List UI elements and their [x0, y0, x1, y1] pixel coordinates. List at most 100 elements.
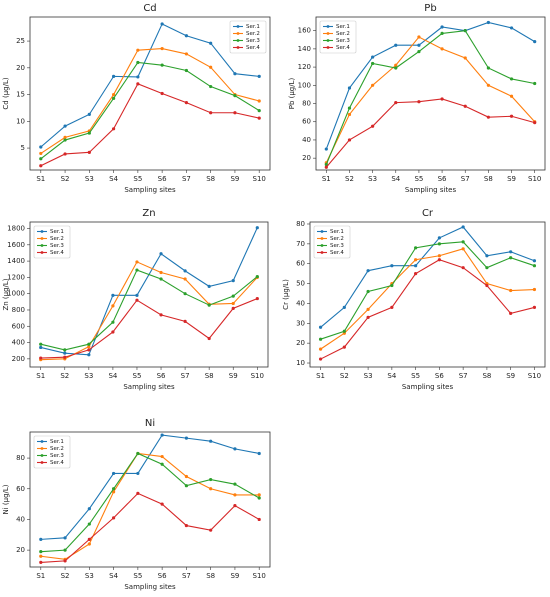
series-line	[40, 269, 258, 351]
legend-label: Ser.2	[330, 236, 344, 242]
point	[255, 274, 259, 279]
point	[532, 305, 537, 310]
y-axis-label: Zn (μg/L)	[2, 278, 10, 310]
legend-marker	[236, 46, 240, 49]
point	[417, 35, 421, 39]
legend-marker	[40, 251, 44, 254]
x-axis-label: Sampling sites	[124, 583, 176, 591]
point	[347, 112, 352, 117]
y-tick-label: 1800	[7, 225, 25, 233]
point	[347, 138, 352, 142]
x-tick-label: S7	[182, 175, 191, 183]
point	[160, 462, 164, 466]
point	[461, 266, 465, 270]
legend-marker	[320, 244, 324, 247]
point	[135, 293, 139, 297]
point	[347, 106, 352, 110]
x-tick-label: S4	[387, 372, 396, 380]
y-axis-label: Ni (μg/L)	[2, 484, 10, 514]
x-tick-label: S1	[316, 372, 325, 380]
x-tick-label: S2	[61, 175, 70, 183]
x-tick-label: S3	[364, 372, 373, 380]
y-tick-label: 10	[16, 117, 25, 125]
legend-label: Ser.4	[336, 45, 350, 51]
legend-label: Ser.2	[336, 31, 350, 37]
plot-frame	[309, 221, 546, 368]
x-tick-label: S4	[108, 372, 117, 380]
point	[394, 43, 398, 47]
series-line	[320, 259, 535, 360]
x-tick-label: S9	[507, 175, 516, 183]
point	[63, 152, 67, 156]
point	[509, 77, 514, 81]
point	[233, 94, 237, 98]
series-line	[40, 61, 260, 160]
point	[257, 99, 261, 103]
x-tick-label: S8	[206, 572, 215, 580]
point	[184, 100, 188, 105]
x-tick-label: S7	[459, 372, 468, 380]
point	[533, 39, 537, 44]
x-tick-label: S8	[205, 372, 214, 380]
x-tick-label: S4	[391, 175, 400, 183]
point	[87, 345, 91, 349]
series-line	[40, 83, 260, 167]
point	[209, 84, 213, 89]
point	[112, 516, 116, 520]
point	[233, 111, 237, 115]
point	[486, 115, 490, 119]
point	[63, 348, 67, 352]
point	[257, 517, 261, 522]
series-line	[40, 452, 260, 553]
x-tick-label: S7	[181, 372, 190, 380]
point	[532, 264, 537, 268]
point	[135, 268, 139, 272]
point	[87, 507, 91, 511]
point	[366, 289, 370, 294]
x-tick-label: S10	[528, 175, 541, 183]
x-tick-label: S7	[182, 572, 191, 580]
point	[257, 493, 261, 497]
x-tick-label: S4	[109, 572, 118, 580]
y-tick-label: 40	[302, 136, 311, 144]
point	[461, 240, 465, 244]
point	[87, 150, 91, 154]
point	[209, 439, 213, 443]
point	[209, 487, 213, 491]
y-axis-label: Cd (μg/L)	[2, 77, 10, 109]
x-tick-label: S1	[322, 175, 331, 183]
point	[394, 66, 398, 70]
point	[417, 43, 421, 47]
legend-label: Ser.4	[50, 250, 64, 256]
point	[394, 63, 398, 67]
x-tick-label: S5	[133, 372, 142, 380]
y-tick-label: 1200	[7, 273, 25, 281]
chart-panel: Ni Sampling sites Ni (μg/L) 20 40 60 80 S1 S2 S3 S…	[2, 418, 271, 591]
legend-label: Ser.3	[330, 243, 344, 249]
x-tick-label: S2	[60, 372, 69, 380]
chart-title: Cr	[422, 208, 434, 219]
point	[390, 283, 394, 288]
point	[87, 348, 91, 352]
point	[440, 47, 444, 51]
point	[371, 83, 375, 87]
point	[136, 75, 140, 79]
y-tick-label: 80	[302, 100, 311, 108]
point	[371, 61, 375, 66]
point	[39, 554, 43, 558]
legend-marker	[236, 25, 240, 28]
point	[87, 353, 91, 357]
point	[342, 345, 346, 349]
point	[437, 254, 441, 258]
point	[324, 165, 328, 169]
x-tick-label: S8	[482, 372, 491, 380]
y-tick-label: 800	[12, 306, 25, 314]
y-tick-label: 70	[296, 240, 305, 248]
legend-label: Ser.2	[50, 236, 64, 242]
point	[87, 537, 91, 541]
point	[437, 258, 441, 262]
legend-label: Ser.3	[336, 38, 350, 44]
point	[183, 269, 187, 273]
x-tick-label: S10	[251, 372, 264, 380]
legend-label: Ser.1	[330, 229, 344, 235]
